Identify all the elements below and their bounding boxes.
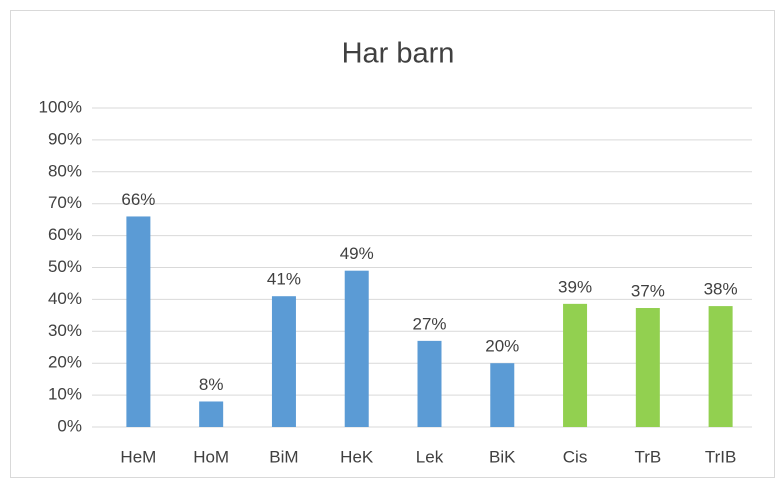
bar — [708, 306, 733, 427]
y-tick-label: 80% — [48, 161, 82, 180]
x-tick-label: Cis — [563, 447, 588, 466]
chart-title: Har barn — [342, 38, 455, 70]
chart-border — [10, 10, 775, 478]
y-tick-label: 40% — [48, 289, 82, 308]
bar — [344, 270, 369, 427]
x-tick-label: BiM — [269, 447, 298, 466]
value-label: 27% — [412, 314, 446, 333]
y-tick-label: 90% — [48, 129, 82, 148]
x-tick-label: HoM — [193, 447, 229, 466]
value-label: 8% — [199, 375, 224, 394]
value-label: 66% — [121, 190, 155, 209]
value-label: 38% — [704, 280, 738, 299]
bar — [126, 216, 151, 427]
y-tick-label: 10% — [48, 385, 82, 404]
y-tick-label: 30% — [48, 321, 82, 340]
value-label: 20% — [485, 337, 519, 356]
bar — [417, 340, 442, 427]
value-label: 39% — [558, 277, 592, 296]
value-label: 37% — [631, 281, 665, 300]
value-label: 49% — [340, 244, 374, 263]
bar — [490, 363, 515, 427]
y-tick-label: 0% — [57, 416, 82, 435]
x-tick-label: TrB — [634, 447, 661, 466]
bar — [635, 308, 660, 427]
y-tick-label: 60% — [48, 225, 82, 244]
x-tick-label: HeM — [120, 447, 156, 466]
bar — [199, 401, 224, 427]
value-label: 41% — [267, 270, 301, 289]
x-tick-label: HeK — [340, 447, 374, 466]
x-tick-label: TrIB — [705, 447, 736, 466]
x-tick-label: Lek — [416, 447, 444, 466]
y-tick-label: 50% — [48, 257, 82, 276]
y-tick-label: 100% — [39, 97, 82, 116]
bar — [563, 303, 588, 427]
y-tick-label: 70% — [48, 193, 82, 212]
bar — [271, 296, 296, 427]
y-tick-label: 20% — [48, 353, 82, 372]
x-tick-label: BiK — [489, 447, 516, 466]
